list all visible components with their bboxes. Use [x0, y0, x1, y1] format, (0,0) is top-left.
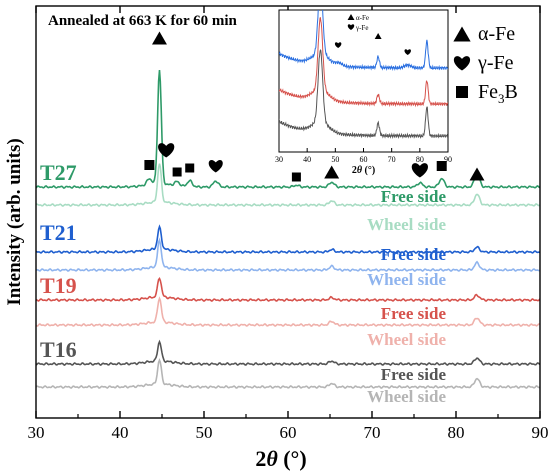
fe3b-square-icon: [456, 86, 468, 98]
alpha-fe-triangle-icon: [324, 165, 340, 179]
inset-x-tick-label: 60: [360, 155, 368, 164]
series-t27-free-side: [35, 70, 541, 190]
series-t21-free-side: [35, 224, 541, 255]
chart-title: Annealed at 663 K for 60 min: [48, 13, 238, 29]
gamma-fe-heart-icon: [453, 56, 471, 71]
sample-label-t16: T16: [40, 337, 77, 362]
series-t16-free-side: [35, 339, 541, 367]
sample-label-t21: T21: [40, 220, 77, 245]
peak-markers: [144, 31, 485, 182]
y-axis-label: Intensity (arb. units): [4, 138, 25, 305]
alpha-fe-triangle-icon: [469, 167, 485, 181]
x-tick-label: 70: [364, 423, 381, 442]
alpha-fe-triangle-icon: [152, 31, 167, 45]
fe3b-square-icon: [172, 167, 182, 177]
inset-legend-label: γ-Fe: [355, 24, 368, 32]
side-label: Free side: [381, 304, 447, 323]
fe3b-square-icon: [185, 163, 195, 173]
inset-chart: 30 40 50 60 70 80 90 2θ (°) α-Fe γ-Fe: [275, 9, 452, 176]
inset-curves: [279, 10, 448, 140]
sample-label-t27: T27: [40, 160, 77, 185]
series-t19-wheel-side: [35, 296, 541, 328]
series-t19-free-side: [35, 276, 541, 303]
inset-series: [279, 17, 448, 108]
fe3b-square-icon: [291, 172, 301, 182]
x-tick-label: 60: [280, 423, 297, 442]
inset-legend-heart-icon: [347, 24, 355, 30]
x-tick-label: 40: [112, 423, 129, 442]
legend: α-Fe γ-Fe Fe3B: [453, 23, 518, 106]
gamma-fe-heart-icon: [208, 160, 223, 173]
inset-x-tick-label: 80: [416, 155, 424, 164]
side-label: Free side: [381, 245, 447, 264]
inset-marker-triangle-icon: [374, 33, 382, 39]
fe3b-square-icon: [144, 160, 155, 170]
side-label: Wheel side: [367, 330, 446, 349]
side-label: Free side: [381, 365, 447, 384]
inset-legend-triangle-icon: [347, 14, 355, 20]
inset-marker-heart-icon: [404, 49, 411, 55]
inset-legend-label: α-Fe: [356, 14, 369, 22]
inset-x-tick-label: 90: [444, 155, 452, 164]
curve-labels: T27 T21 T19 T16 Free side Wheel side Free side…: [40, 160, 446, 406]
x-tick-label: 80: [448, 423, 465, 442]
alpha-fe-triangle-icon: [453, 26, 471, 42]
inset-series: [279, 49, 448, 140]
fe3b-square-icon: [436, 161, 447, 171]
inset-x-tick-label: 50: [331, 155, 339, 164]
x-tick-label: 90: [532, 423, 549, 442]
x-tick-label: 30: [28, 423, 45, 442]
legend-label: γ-Fe: [477, 52, 514, 74]
series-t21-wheel-side: [35, 237, 541, 273]
gamma-fe-heart-icon: [411, 163, 428, 178]
x-axis-label: 2θ (°): [255, 446, 306, 471]
side-label: Free side: [381, 187, 447, 206]
series-t16-wheel-side: [35, 358, 541, 390]
legend-label: α-Fe: [478, 23, 515, 45]
main-axes: 30 40 50 60 70 80 90: [28, 5, 549, 442]
inset-x-tick-label: 30: [275, 155, 283, 164]
side-label: Wheel side: [367, 387, 446, 406]
inset-x-axis-label: 2θ (°): [352, 165, 375, 176]
gamma-fe-heart-icon: [158, 143, 175, 158]
legend-label: Fe3B: [478, 81, 518, 106]
side-label: Wheel side: [367, 215, 446, 234]
inset-x-tick-label: 40: [303, 155, 311, 164]
inset-frame: [278, 9, 449, 153]
series-t27-wheel-side: [35, 163, 541, 208]
main-curves: [35, 70, 541, 390]
x-tick-label: 50: [196, 423, 213, 442]
sample-label-t19: T19: [40, 273, 77, 298]
inset-marker-heart-icon: [334, 42, 342, 48]
inset-series: [279, 10, 448, 72]
inset-x-tick-label: 70: [388, 155, 396, 164]
side-label: Wheel side: [367, 270, 446, 289]
